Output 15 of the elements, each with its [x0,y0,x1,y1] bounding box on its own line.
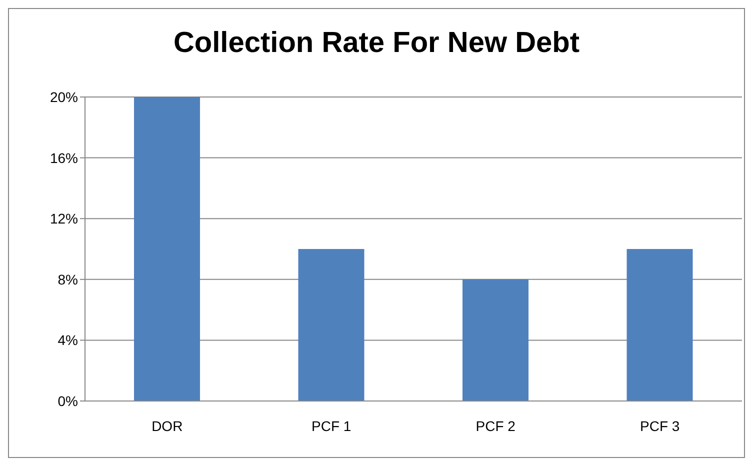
y-tick-label: 16% [50,150,78,166]
bar [298,249,364,401]
y-tick-label: 0% [58,392,78,409]
y-tick-label: 8% [58,271,78,288]
chart-title: Collection Rate For New Debt [172,27,581,60]
y-tick-label: 4% [58,332,78,348]
bar [134,97,200,401]
y-tick-label: 20% [50,88,78,105]
bar [462,279,528,401]
x-tick-label: PCF 1 [312,418,352,434]
x-tick-label: DOR [152,418,183,434]
x-tick-label: PCF 2 [476,418,516,434]
y-tick-label: 12% [50,210,78,227]
x-tick-label: PCF 3 [640,418,680,434]
bar [626,249,693,401]
